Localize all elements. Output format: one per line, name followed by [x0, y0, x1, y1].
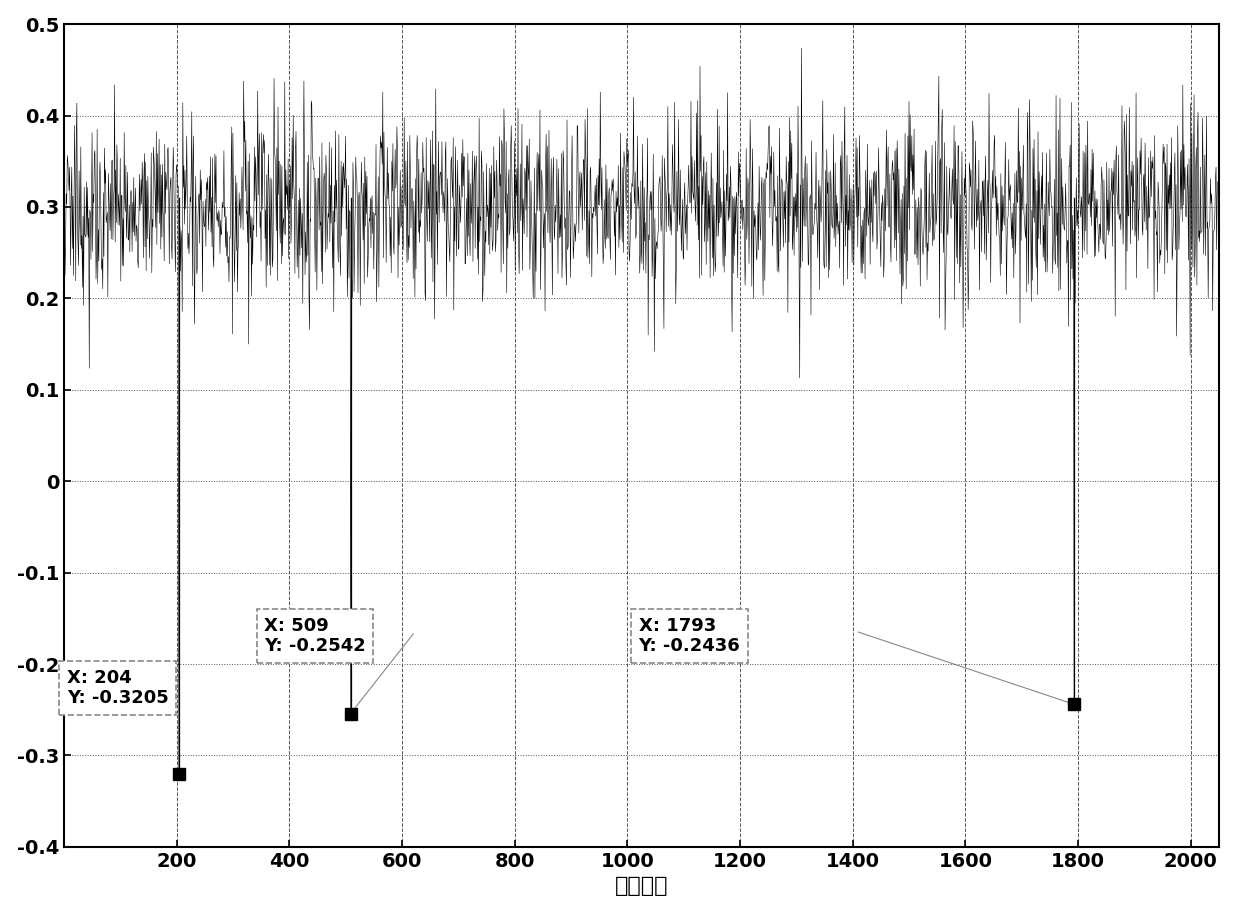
Text: X: 204
Y: -0.3205: X: 204 Y: -0.3205: [67, 668, 169, 708]
Text: X: 1793
Y: -0.2436: X: 1793 Y: -0.2436: [638, 616, 741, 656]
X-axis label: 码片计数: 码片计数: [615, 876, 668, 897]
Text: X: 509
Y: -0.2542: X: 509 Y: -0.2542: [264, 616, 366, 656]
